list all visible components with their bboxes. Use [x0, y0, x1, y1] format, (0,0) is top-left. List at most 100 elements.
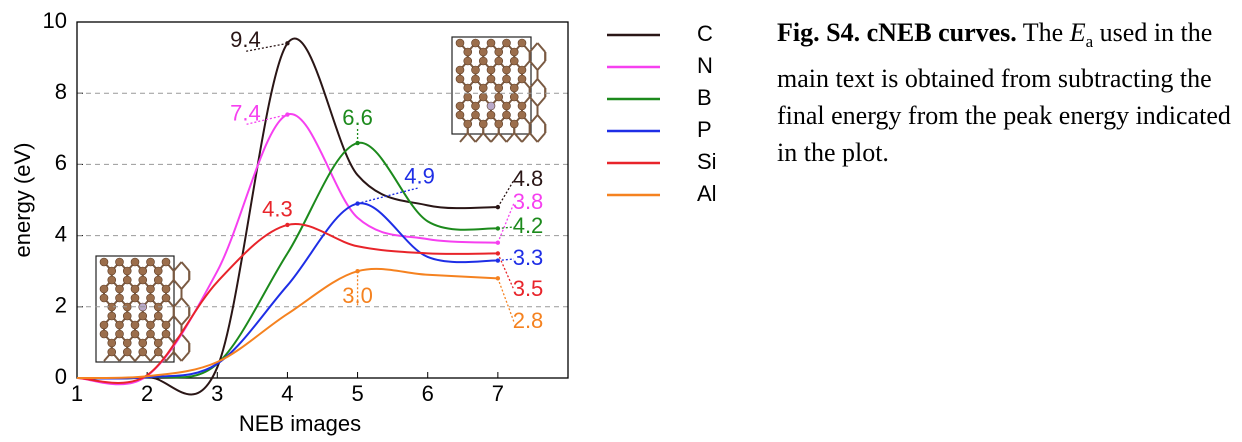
atom [100, 294, 108, 302]
atom [131, 258, 139, 266]
x-tick-label: 4 [281, 381, 293, 406]
caption-symbol: E [1070, 18, 1086, 47]
legend-label: N [697, 53, 713, 78]
value-label: 4.3 [262, 197, 293, 222]
atom [154, 348, 162, 356]
value-label: 3.8 [513, 189, 544, 214]
atom [116, 330, 124, 338]
bond [538, 79, 546, 88]
y-tick-label: 6 [55, 150, 67, 175]
atom [154, 267, 162, 275]
leader [498, 227, 514, 228]
value-label: 2.8 [513, 308, 544, 333]
y-tick-label: 0 [55, 364, 67, 389]
x-tick-label: 6 [422, 381, 434, 406]
caption-text: The [1017, 18, 1070, 47]
atom [487, 102, 495, 110]
atom [131, 321, 139, 329]
atom [479, 84, 487, 92]
leader [498, 278, 514, 322]
atom [487, 39, 495, 47]
atom [100, 330, 108, 338]
atom [108, 312, 116, 320]
atom [472, 39, 480, 47]
atom [495, 120, 503, 128]
atom [456, 39, 464, 47]
atom [456, 66, 464, 74]
x-axis-label: NEB images [239, 411, 361, 436]
y-tick-label: 4 [55, 221, 67, 246]
atom [139, 312, 147, 320]
leader [498, 203, 514, 243]
x-tick-label: 3 [211, 381, 223, 406]
atom [147, 294, 155, 302]
legend-label: Si [697, 149, 717, 174]
atom [147, 285, 155, 293]
atom [108, 348, 116, 356]
atom [495, 93, 503, 101]
legend-label: B [697, 85, 712, 110]
atom [162, 321, 170, 329]
bond [182, 280, 190, 289]
atom [123, 312, 131, 320]
atom [495, 84, 503, 92]
atom [464, 120, 472, 128]
atom [108, 276, 116, 284]
point [285, 223, 289, 227]
atom [510, 57, 518, 65]
x-tick-label: 7 [492, 381, 504, 406]
point [496, 205, 500, 209]
atom [131, 285, 139, 293]
value-label: 4.2 [513, 213, 544, 238]
x-tick-label: 1 [71, 381, 83, 406]
atom [487, 111, 495, 119]
x-tick-label: 5 [351, 381, 363, 406]
page: {"chart_data": {"type": "line", "x_label… [0, 0, 1242, 442]
atom [495, 57, 503, 65]
value-label: 6.6 [342, 105, 373, 130]
legend-label: C [697, 21, 713, 46]
atom [108, 267, 116, 275]
caption: Fig. S4. cNEB curves. The Ea used in the… [777, 14, 1237, 171]
atom [487, 66, 495, 74]
atom [510, 93, 518, 101]
value-label: 3.5 [513, 276, 544, 301]
atom [147, 258, 155, 266]
atom [116, 258, 124, 266]
atom [123, 348, 131, 356]
atom [147, 330, 155, 338]
atom [479, 48, 487, 56]
bond [174, 316, 182, 325]
bond [538, 61, 546, 70]
structure-insets [96, 37, 545, 362]
atom [162, 258, 170, 266]
atom [131, 294, 139, 302]
atom [100, 285, 108, 293]
atom [139, 276, 147, 284]
atom [518, 66, 526, 74]
atom [162, 330, 170, 338]
atom [116, 321, 124, 329]
atom [123, 339, 131, 347]
atom [510, 120, 518, 128]
atom [456, 75, 464, 83]
legend-label: P [697, 117, 712, 142]
atom [116, 285, 124, 293]
bond [174, 262, 182, 271]
atom [503, 39, 511, 47]
bond [182, 298, 190, 307]
atom [139, 339, 147, 347]
atom [464, 84, 472, 92]
bond [538, 97, 546, 106]
value-label: 9.4 [230, 27, 261, 52]
atom [464, 48, 472, 56]
atom [487, 75, 495, 83]
atom [495, 48, 503, 56]
atom [464, 93, 472, 101]
atom [503, 66, 511, 74]
y-tick-label: 2 [55, 293, 67, 318]
legend-label: Al [697, 181, 717, 206]
bond [182, 352, 190, 361]
atom [503, 75, 511, 83]
leader [498, 180, 514, 207]
